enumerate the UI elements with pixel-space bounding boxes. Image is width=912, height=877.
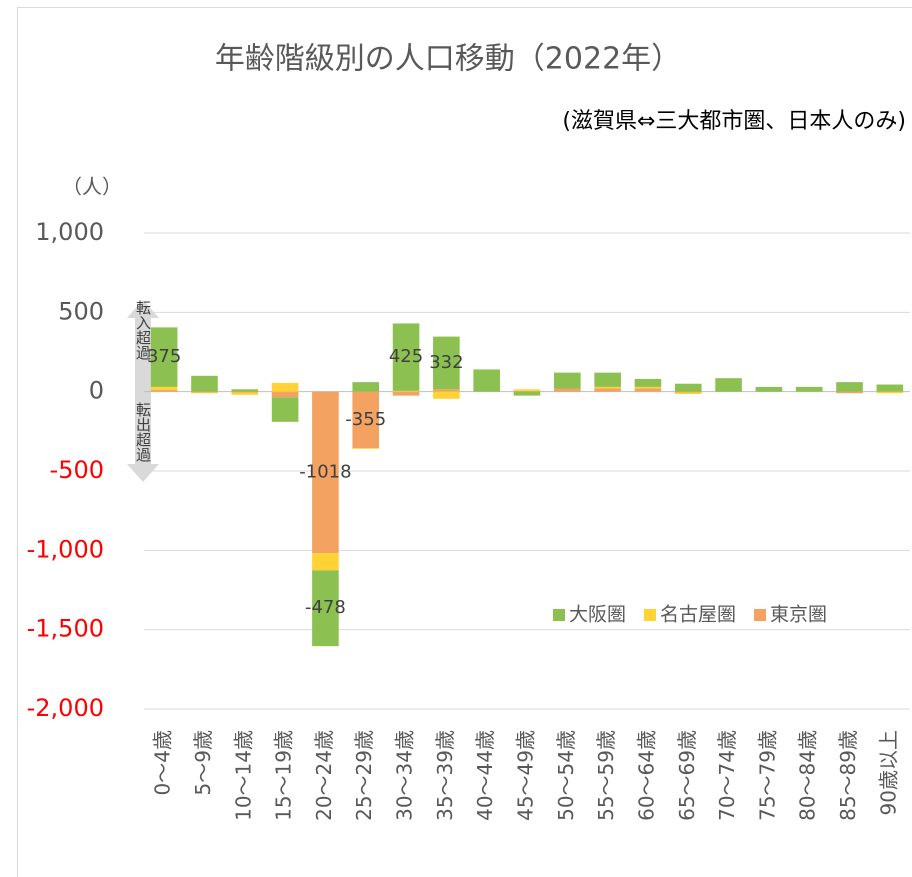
x-tick-label: 75～79歳 xyxy=(755,730,779,821)
x-tick-label: 15～19歳 xyxy=(272,730,296,821)
bar xyxy=(150,390,178,392)
x-tick-label: 25～29歳 xyxy=(352,730,376,821)
data-label: -355 xyxy=(345,409,386,430)
bar xyxy=(231,392,259,395)
bar xyxy=(594,386,621,389)
bar xyxy=(433,336,460,390)
bar xyxy=(674,391,702,393)
bar xyxy=(513,390,541,392)
bar xyxy=(674,383,702,392)
y-tick-label: -500 xyxy=(50,456,104,484)
bar xyxy=(433,389,460,392)
x-tick-label: 60～64歳 xyxy=(634,730,658,821)
bar xyxy=(312,553,339,571)
bar xyxy=(634,378,662,387)
y-tick-label: -2,000 xyxy=(27,694,104,722)
y-tick-label: 500 xyxy=(58,297,104,325)
bar xyxy=(271,382,299,392)
y-tick-label: 0 xyxy=(89,377,104,405)
x-tick-label: 35～39歳 xyxy=(433,730,457,821)
bar xyxy=(150,327,178,387)
x-tick-label: 80～84歳 xyxy=(796,730,820,821)
bar xyxy=(191,375,218,392)
x-tick-label: 50～54歳 xyxy=(554,730,578,821)
bar xyxy=(191,392,218,394)
bar xyxy=(836,391,863,394)
bar xyxy=(231,391,259,393)
legend-swatch xyxy=(644,609,657,621)
bar xyxy=(473,369,500,392)
bar xyxy=(513,389,541,391)
chart-frame xyxy=(17,7,912,877)
bar xyxy=(876,391,904,394)
bar xyxy=(674,392,702,395)
bar xyxy=(392,390,420,392)
bar xyxy=(312,570,339,647)
x-tick-label: 90歳以上 xyxy=(876,730,900,815)
bar xyxy=(836,382,863,392)
x-tick-label: 45～49歳 xyxy=(514,730,538,821)
bar xyxy=(352,382,380,392)
chart-subtitle: (滋賀県⇔三大都市圏、日本人のみ) xyxy=(562,109,906,134)
y-tick-label: -1,000 xyxy=(27,535,104,563)
legend-label: 東京圏 xyxy=(770,604,827,626)
bar xyxy=(150,386,178,391)
x-tick-label: 40～44歳 xyxy=(473,730,497,821)
bar xyxy=(191,391,218,393)
legend-label: 大阪圏 xyxy=(569,604,626,626)
x-tick-label: 55～59歳 xyxy=(594,730,618,821)
data-label: 425 xyxy=(389,346,423,367)
bar xyxy=(352,447,380,449)
data-label: -1018 xyxy=(299,461,351,482)
bar xyxy=(271,397,299,422)
bar xyxy=(433,391,460,399)
bar xyxy=(312,391,339,554)
bar xyxy=(513,391,541,396)
annotation: 転出超過 xyxy=(134,402,152,463)
data-label: 332 xyxy=(429,352,463,373)
chart-title: 年齢階級別の人口移動（2022年） xyxy=(215,42,681,77)
x-tick-label: 70～74歳 xyxy=(715,730,739,821)
legend-swatch xyxy=(553,609,565,621)
bar xyxy=(231,389,259,392)
x-tick-label: 10～14歳 xyxy=(231,730,255,821)
bar xyxy=(594,388,621,392)
y-tick-label: -1,500 xyxy=(27,615,104,643)
y-tick-label: 1,000 xyxy=(35,218,104,246)
bar xyxy=(352,391,380,448)
bar xyxy=(795,386,823,392)
bar xyxy=(554,372,581,389)
data-label: -478 xyxy=(305,597,346,618)
x-tick-label: 85～89歳 xyxy=(836,730,860,821)
x-tick-label: 0～4歳 xyxy=(151,730,175,795)
bar xyxy=(876,384,904,392)
bar xyxy=(554,388,581,392)
x-tick-label: 5～9歳 xyxy=(191,730,215,795)
bar xyxy=(755,386,783,392)
annotation: 転入超過 xyxy=(134,300,152,361)
y-axis-label: （人） xyxy=(62,175,122,199)
bar xyxy=(594,372,621,387)
bar xyxy=(392,391,420,396)
x-tick-label: 30～34歳 xyxy=(393,730,417,821)
x-tick-label: 65～69歳 xyxy=(675,730,699,821)
legend-swatch xyxy=(754,609,767,621)
bar xyxy=(271,391,299,398)
bar xyxy=(392,323,420,391)
x-tick-label: 20～24歳 xyxy=(312,730,336,821)
bar xyxy=(715,378,742,392)
legend-label: 名古屋圏 xyxy=(660,604,736,626)
bar xyxy=(634,386,662,389)
bar xyxy=(634,388,662,392)
data-label: 375 xyxy=(147,346,181,367)
